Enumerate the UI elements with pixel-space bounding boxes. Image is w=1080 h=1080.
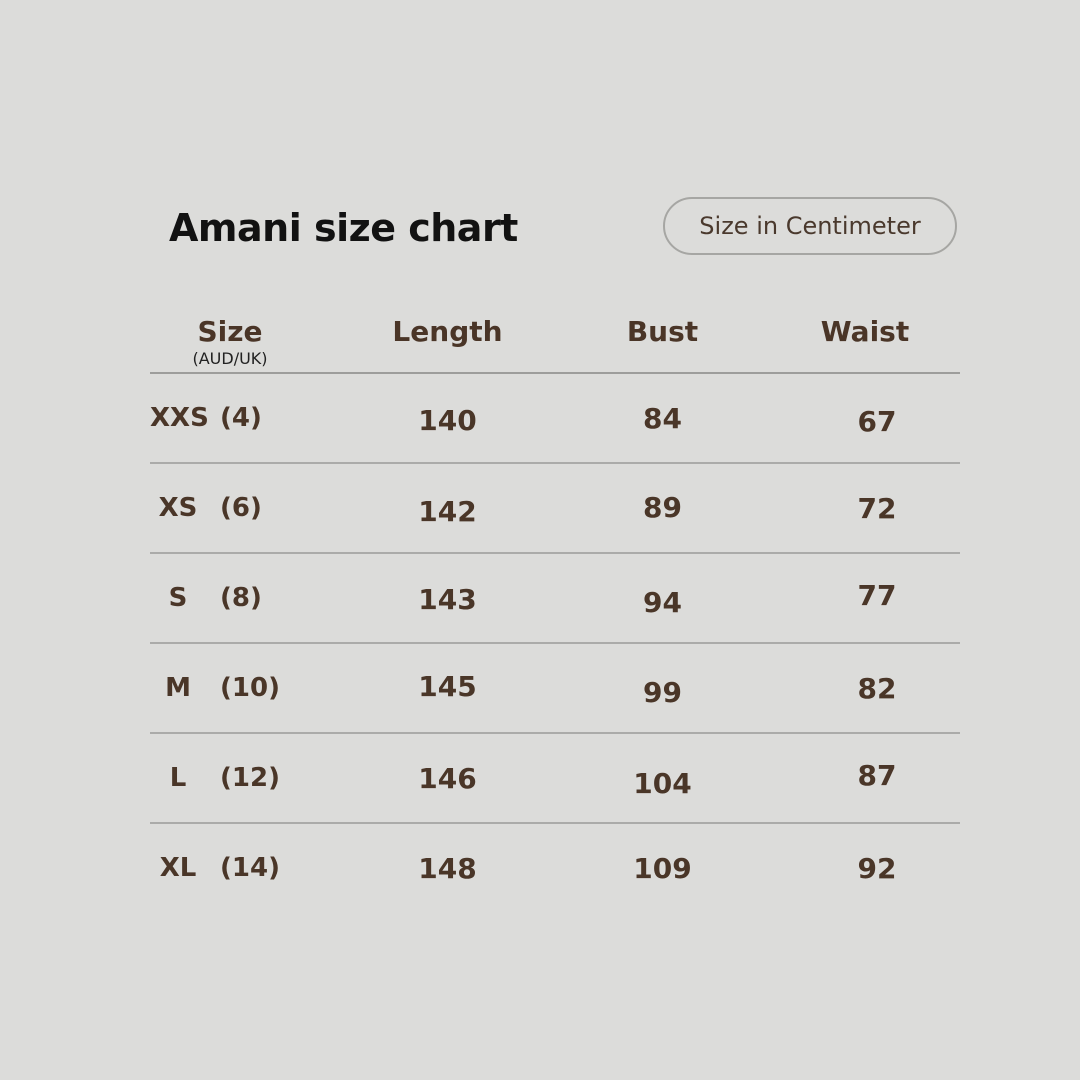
size-cell: S (8) — [150, 583, 340, 613]
size-cell: XXS (4) — [150, 403, 340, 433]
size-code: M — [165, 673, 191, 703]
length-value: 142 — [418, 494, 477, 528]
size-cell: M (10) — [150, 673, 340, 703]
waist-value: 67 — [857, 404, 897, 438]
bust-value: 99 — [643, 675, 682, 709]
column-header-length: Length — [392, 315, 503, 348]
table-row: S (8) 143 94 77 — [150, 554, 960, 644]
size-cell: L (12) — [150, 763, 340, 793]
column-header-size: Size (AUD/UK) — [135, 315, 325, 372]
size-cell: XL (14) — [150, 853, 340, 883]
unit-toggle-button[interactable]: Size in Centimeter — [663, 197, 957, 255]
column-header-bust: Bust — [626, 315, 699, 348]
length-value: 143 — [418, 582, 477, 616]
waist-value: 77 — [857, 578, 897, 612]
bust-value: 89 — [643, 490, 682, 524]
size-code: XL — [159, 853, 197, 883]
column-header-size-sublabel: (AUD/UK) — [192, 349, 268, 368]
bust-value: 104 — [633, 766, 692, 800]
size-table: Size (AUD/UK) Length Bust Waist XXS (4) … — [150, 306, 960, 912]
waist-value: 92 — [857, 851, 897, 885]
size-aud-uk: (12) — [220, 763, 280, 793]
table-row: M (10) 145 99 82 — [150, 644, 960, 734]
waist-value: 87 — [857, 758, 897, 792]
table-row: XL (14) 148 109 92 — [150, 824, 960, 912]
length-value: 146 — [418, 761, 477, 795]
length-value: 145 — [418, 669, 477, 703]
page-title: Amani size chart — [169, 206, 518, 250]
bust-value: 109 — [633, 851, 692, 885]
waist-value: 82 — [857, 671, 897, 705]
table-header-row: Size (AUD/UK) Length Bust Waist — [150, 306, 960, 374]
size-code: XS — [158, 493, 198, 523]
bust-value: 84 — [643, 401, 682, 435]
size-aud-uk: (10) — [220, 673, 280, 703]
size-aud-uk: (4) — [220, 403, 262, 433]
size-cell: XS (6) — [150, 493, 340, 523]
size-code: S — [168, 583, 188, 613]
column-header-waist: Waist — [820, 315, 910, 348]
waist-value: 72 — [857, 491, 897, 525]
length-value: 140 — [418, 403, 477, 437]
table-row: XXS (4) 140 84 67 — [150, 374, 960, 464]
table-row: XS (6) 142 89 72 — [150, 464, 960, 554]
length-value: 148 — [418, 851, 477, 885]
bust-value: 94 — [643, 585, 682, 619]
column-header-size-label: Size — [197, 315, 263, 348]
size-aud-uk: (8) — [220, 583, 262, 613]
size-aud-uk: (6) — [220, 493, 262, 523]
size-code: XXS — [150, 403, 209, 433]
table-row: L (12) 146 104 87 — [150, 734, 960, 824]
size-aud-uk: (14) — [220, 853, 280, 883]
size-code: L — [169, 763, 187, 793]
